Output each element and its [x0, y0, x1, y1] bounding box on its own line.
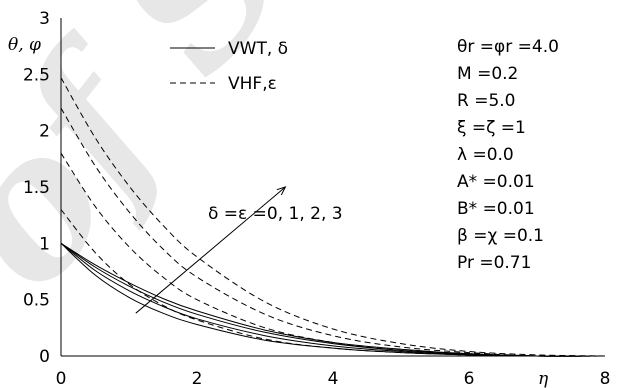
- y-ticks: 0 0.5 1 1.5 2 2.5 3: [23, 9, 50, 367]
- param-8: Pr =0.71: [457, 253, 531, 273]
- y-tick-label: 2: [39, 122, 50, 142]
- series-vhf-line-6: [60, 107, 606, 357]
- y-tick-label: 1.5: [23, 178, 50, 198]
- legend: VWT, δ VHF,ε: [170, 39, 288, 94]
- y-tick-label: 1: [39, 234, 50, 254]
- y-tick-label: 3: [39, 9, 50, 29]
- x-tick-label: 4: [328, 369, 339, 388]
- y-tick-label: 2.5: [23, 65, 50, 85]
- param-3: ξ =ζ =1: [457, 118, 526, 138]
- param-0: θr =φr =4.0: [457, 37, 559, 57]
- x-tick-label: 8: [600, 369, 611, 388]
- arrow-line: [135, 186, 286, 314]
- legend-label-vwt: VWT, δ: [228, 39, 288, 59]
- param-6: B* =0.01: [457, 199, 535, 219]
- y-axis-label: θ, φ: [8, 35, 41, 55]
- parameter-list: θr =φr =4.0 M =0.2 R =5.0 ξ =ζ =1 λ =0.0…: [457, 37, 559, 273]
- x-tick-label: 6: [464, 369, 475, 388]
- x-tick-label: 0: [56, 369, 67, 388]
- y-tick-label: 0.5: [23, 291, 50, 311]
- series-vhf-line-5: [60, 152, 606, 357]
- param-7: β =χ =0.1: [457, 226, 544, 246]
- arrow-head: [276, 186, 287, 196]
- legend-label-vhf: VHF,ε: [228, 74, 277, 94]
- param-2: R =5.0: [457, 91, 516, 111]
- plot-area: [60, 18, 606, 357]
- x-axis-label: η: [538, 369, 549, 388]
- arrow-annotation: δ =ε =0, 1, 2, 3: [208, 204, 343, 224]
- y-tick-label: 0: [39, 347, 50, 367]
- param-4: λ =0.0: [457, 145, 514, 165]
- x-ticks: 0 2 4 6 8: [56, 369, 611, 388]
- series-vhf-line-7: [60, 77, 606, 357]
- param-1: M =0.2: [457, 64, 518, 84]
- series-vhf-line-4: [60, 209, 606, 357]
- x-tick-label: 2: [192, 369, 203, 388]
- param-5: A* =0.01: [457, 172, 535, 192]
